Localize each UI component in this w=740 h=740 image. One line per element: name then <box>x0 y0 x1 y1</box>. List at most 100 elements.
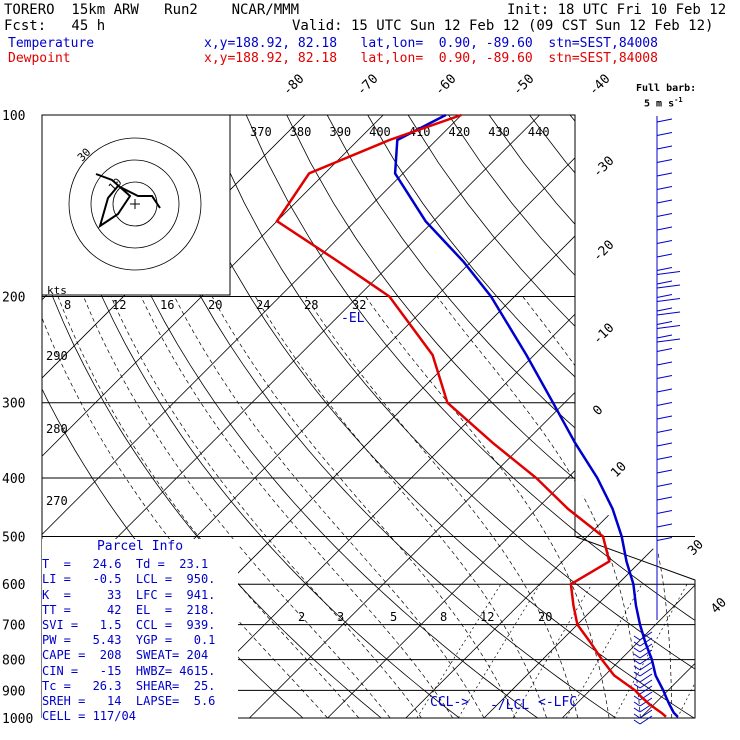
wind-barb <box>656 240 673 244</box>
theta-label: 290 <box>46 349 68 363</box>
wind-barb <box>656 321 673 325</box>
mixing-ratio-line <box>565 584 643 718</box>
wind-barb <box>656 118 673 123</box>
theta-label: 270 <box>46 494 68 508</box>
theta-e-label: 420 <box>449 125 471 139</box>
pressure-tick-label: 600 <box>2 578 25 593</box>
wind-barb <box>633 661 653 671</box>
wind-barb <box>656 226 673 231</box>
el-label: -EL <box>341 311 365 326</box>
moist-adiabat <box>365 296 610 718</box>
moist-adiabat <box>719 297 740 719</box>
isotherm-line <box>483 115 695 718</box>
isotherm-label: -80 <box>280 72 307 99</box>
hodograph-speed-label: 28 <box>304 298 318 312</box>
parcel-info-row: SREH = 14 LAPSE= 5.6 <box>42 694 216 709</box>
isotherm-line <box>42 115 384 718</box>
wind-barb <box>656 415 673 420</box>
dewpoint-line <box>275 113 667 718</box>
dewpoint-station-info: x,y=188.92, 82.18 lat,lon= 0.90, -89.60 … <box>204 51 658 66</box>
isotherm-label: 10 <box>608 459 630 481</box>
isotherm-line <box>249 115 695 718</box>
lfc-label: <-LFC <box>538 695 578 710</box>
wind-barb <box>656 429 673 433</box>
dry-adiabat <box>205 115 695 718</box>
dry-adiabat <box>326 115 695 718</box>
parcel-info-row: CIN = -15 HWBZ= 4615. <box>42 663 216 678</box>
hodograph-speed-label: 8 <box>64 298 71 312</box>
hodograph-speed-label: 16 <box>160 298 174 312</box>
barb-legend-units: 5 m s-1 <box>644 96 683 110</box>
wind-barb <box>656 280 673 285</box>
wind-barb <box>656 311 681 316</box>
dry-adiabat <box>245 115 695 718</box>
isotherm-label: 0 <box>590 403 606 419</box>
isotherm-label: -70 <box>354 72 381 99</box>
model-title: TORERO 15km ARW Run2 NCAR/MMM <box>4 2 300 18</box>
parcel-info-row: TT = 42 EL = 218. <box>42 602 216 617</box>
wind-barb <box>633 637 653 647</box>
wind-barb <box>656 186 673 190</box>
parcel-info-row: PW = 5.43 YGP = 0.1 <box>42 633 216 648</box>
wind-barb <box>656 145 673 150</box>
wind-barb <box>656 537 673 541</box>
parcel-info-row: Tc = 26.3 SHEAR= 25. <box>42 678 216 693</box>
wind-barb <box>633 715 653 725</box>
wind-barb <box>656 402 673 406</box>
parcel-info-row: K = 33 LFC = 941. <box>42 587 216 602</box>
wind-barb <box>656 388 673 393</box>
isotherm-line <box>170 115 695 718</box>
mixing-ratio-label: 2 <box>298 610 305 624</box>
forecast-hour: Fcst: 45 h <box>4 18 106 34</box>
mixing-ratio-line <box>416 584 502 718</box>
moist-adiabat <box>174 296 485 718</box>
lcl-label: -/LCL <box>490 698 530 713</box>
hodograph-kts-label: kts <box>47 284 67 297</box>
moist-adiabat <box>211 296 516 718</box>
temperature-legend: Temperature <box>8 36 95 51</box>
wind-barb <box>656 496 673 501</box>
wind-barb <box>656 348 673 352</box>
wind-barb <box>656 199 673 204</box>
wind-barb <box>656 172 673 177</box>
pressure-tick-label: 100 <box>2 109 25 124</box>
pressure-tick-label: 200 <box>2 291 25 306</box>
wind-barb <box>633 673 653 683</box>
isotherm-label: 30 <box>685 537 707 559</box>
pressure-tick-label: 900 <box>2 684 25 699</box>
isotherm-line <box>42 115 540 718</box>
mixing-ratio-line <box>458 584 541 718</box>
pressure-tick-label: 700 <box>2 619 25 634</box>
dry-adiabat <box>124 115 617 718</box>
wind-barbs <box>633 116 681 725</box>
theta-e-label: 430 <box>488 125 510 139</box>
hodograph-trace <box>95 173 161 229</box>
dry-adiabat <box>488 115 695 718</box>
theta-e-label: 390 <box>329 125 351 139</box>
theta-e-label: 400 <box>369 125 391 139</box>
ccl-label: CCL-> <box>430 695 470 710</box>
wind-barb <box>633 667 653 677</box>
profiles <box>275 113 679 718</box>
wind-barb <box>656 375 673 379</box>
moist-adiabat <box>57 296 360 718</box>
isotherm-line <box>561 115 695 718</box>
isotherm-line <box>719 115 740 718</box>
pressure-tick-label: 1000 <box>2 712 33 727</box>
parcel-info-row: T = 24.6 Td = 23.1 <box>42 557 209 572</box>
parcel-info-row: LI = -0.5 LCL = 950. <box>42 572 216 587</box>
wind-barb <box>656 469 673 474</box>
isotherm-line <box>405 115 695 718</box>
theta-e-label: 380 <box>290 125 312 139</box>
wind-barb <box>656 483 673 487</box>
dry-adiabat <box>569 115 695 718</box>
wind-barb <box>633 709 653 719</box>
wind-barb <box>656 294 673 298</box>
isotherm-label: -30 <box>590 154 617 181</box>
hodograph-box <box>41 114 231 296</box>
pressure-tick-label: 800 <box>2 654 25 669</box>
parcel-info-row: CAPE = 208 SWEAT= 204 <box>42 648 209 663</box>
isotherm-line <box>640 115 695 718</box>
